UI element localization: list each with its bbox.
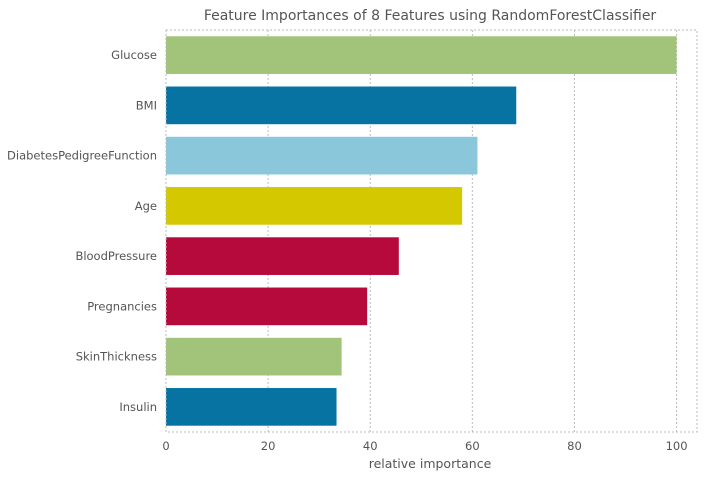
plot-frame <box>165 29 698 433</box>
category-label-pregnancies: Pregnancies <box>87 299 157 313</box>
x-tick-label-20: 20 <box>261 439 276 453</box>
x-axis-label: relative importance <box>369 456 492 471</box>
x-tick-label-80: 80 <box>567 439 582 453</box>
bar-pregnancies <box>166 287 368 326</box>
x-tick-label-40: 40 <box>363 439 378 453</box>
category-label-bmi: BMI <box>136 98 157 112</box>
bar-bloodpressure <box>166 237 399 275</box>
x-tick-labels: 0 20 40 60 80 100 <box>162 439 687 453</box>
bar-glucose <box>166 36 677 74</box>
category-label-age: Age <box>135 199 157 213</box>
bars <box>166 36 677 426</box>
category-label-skinthickness: SkinThickness <box>76 350 157 364</box>
bar-skinthickness <box>166 337 342 376</box>
x-tick-label-100: 100 <box>666 439 688 453</box>
bar-insulin <box>166 388 337 426</box>
x-tick-label-0: 0 <box>162 439 169 453</box>
category-labels: Glucose BMI DiabetesPedigreeFunction Age Blo… <box>7 48 157 414</box>
chart-title: Feature Importances of 8 Features using … <box>204 8 657 24</box>
x-tick-label-60: 60 <box>465 439 480 453</box>
category-label-insulin: Insulin <box>119 400 157 414</box>
category-label-diabetespedigreefunction: DiabetesPedigreeFunction <box>7 149 157 163</box>
category-label-glucose: Glucose <box>111 48 157 62</box>
bar-age <box>166 187 463 225</box>
bar-diabetespedigreefunction <box>166 136 478 175</box>
bar-bmi <box>166 86 517 125</box>
category-label-bloodpressure: BloodPressure <box>75 249 157 263</box>
